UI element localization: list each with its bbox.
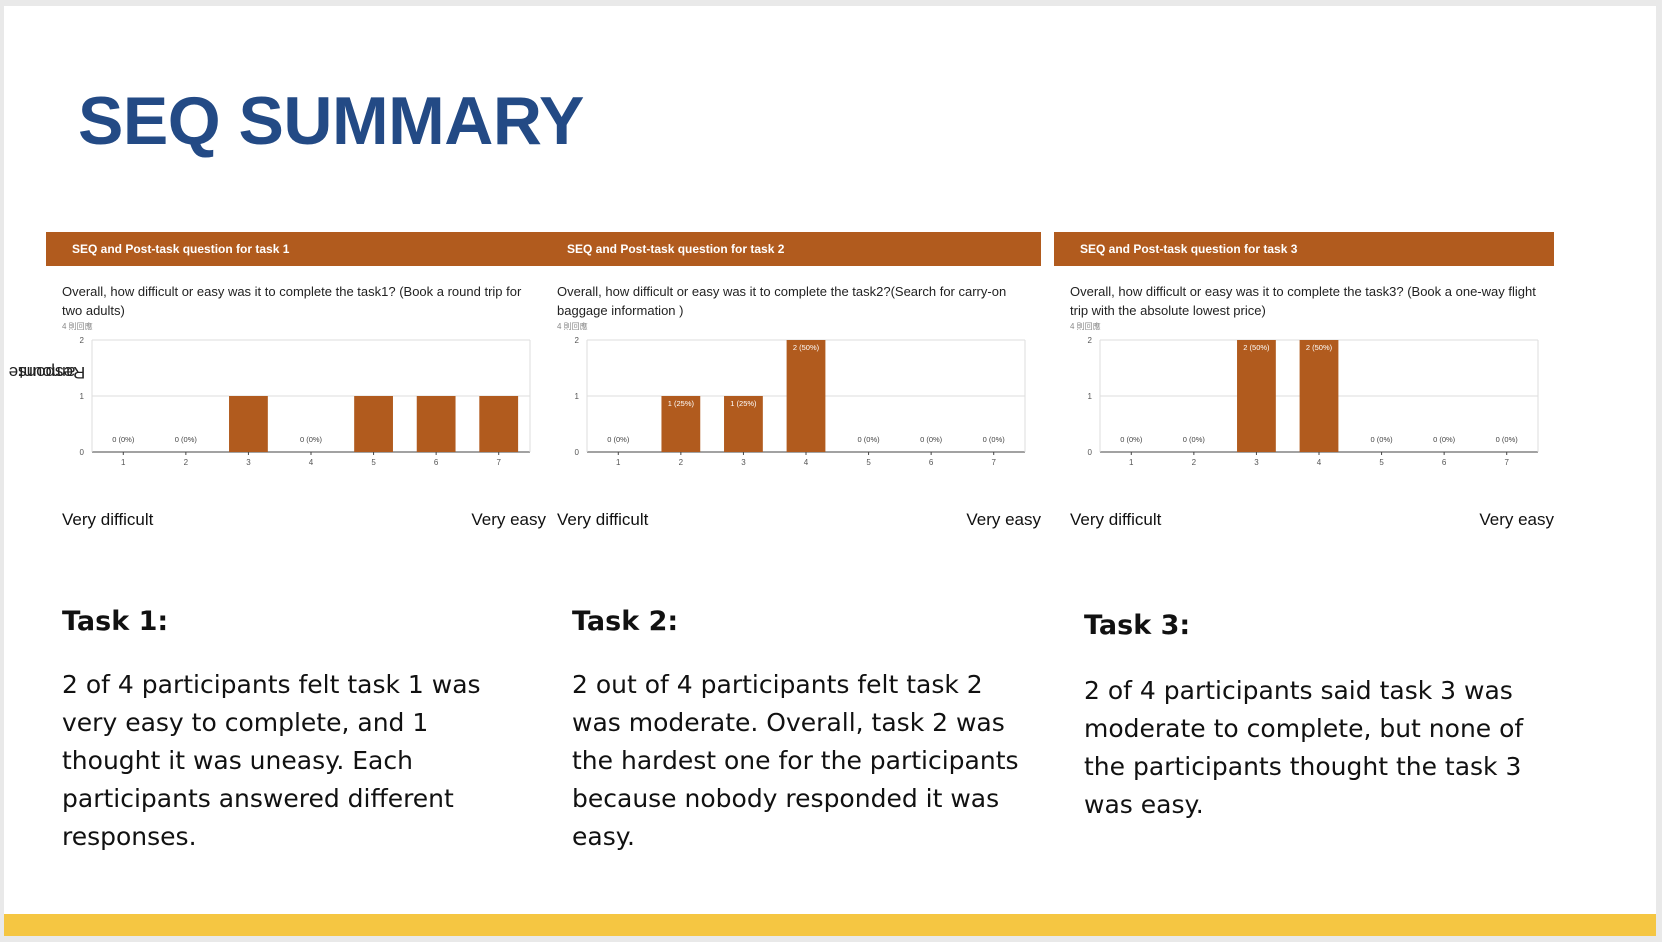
x-tick-label: 2 — [679, 458, 684, 467]
data-label: 0 (0%) — [1433, 435, 1456, 444]
x-tick-label: 5 — [371, 458, 376, 467]
question-text: Overall, how difficult or easy was it to… — [1070, 284, 1536, 318]
data-label: 0 (0%) — [858, 435, 881, 444]
x-tick-label: 7 — [991, 458, 996, 467]
bar — [724, 396, 763, 452]
x-tick-label: 1 — [121, 458, 126, 467]
data-label: 0 (0%) — [300, 435, 323, 444]
x-tick-label: 5 — [1379, 458, 1384, 467]
task-3-heading: Task 3: — [1084, 610, 1191, 641]
data-label: 0 (0%) — [920, 435, 943, 444]
scale-left-label: Very difficult — [62, 510, 154, 529]
bar — [786, 340, 826, 452]
scale-left-label: Very difficult — [1070, 510, 1162, 529]
bar — [229, 396, 268, 452]
bar — [479, 396, 519, 452]
bar — [1237, 340, 1276, 452]
x-tick-label: 6 — [1442, 458, 1447, 467]
data-label: 0 (0%) — [1120, 435, 1143, 444]
task-2-heading: Task 2: — [572, 606, 679, 637]
bar-chart-task-3: 0 1 2 1 0 (0%) 2 0 (0%) 3 2 (50%) 4 2 (50%) 5 0 (0%)… — [1088, 336, 1539, 467]
bar — [416, 396, 456, 452]
bar — [354, 396, 393, 452]
panel-task-1: SEQ and Post-task question for task 1 Ov… — [46, 228, 546, 538]
data-label: 1 (25%) — [730, 399, 757, 408]
data-label: 0 (0%) — [983, 435, 1006, 444]
bar — [1299, 340, 1339, 452]
x-tick-label: 4 — [1317, 458, 1322, 467]
data-label: 0 (0%) — [1496, 435, 1519, 444]
panel-header: SEQ and Post-task question for task 1 — [46, 232, 546, 266]
footer-bar — [4, 914, 1656, 936]
y-tick-label: 0 — [1088, 448, 1093, 457]
x-tick-label: 4 — [309, 458, 314, 467]
slide-title: SEQ SUMMARY — [78, 83, 584, 159]
data-label: 1 (25%) — [668, 399, 695, 408]
data-label: 0 (0%) — [175, 435, 198, 444]
scale-left-label: Very difficult — [557, 510, 649, 529]
bar-chart-task-1: 0 1 2 1 0 (0%) 2 0 (0%) 3 4 0 (0%) 5 6 7 — [80, 336, 531, 467]
panel-header: SEQ and Post-task question for task 3 — [1054, 232, 1554, 266]
bar-chart-task-2: 0 1 2 1 0 (0%) 2 1 (25%) 3 1 (25%) 4 2 (50%) 5 0 (0%… — [575, 336, 1026, 467]
panel-task-2: SEQ and Post-task question for task 2 Ov… — [541, 228, 1041, 538]
y-tick-label: 0 — [575, 448, 580, 457]
data-label: 0 (0%) — [1183, 435, 1206, 444]
x-tick-label: 1 — [616, 458, 621, 467]
task-2-summary: 2 out of 4 participants felt task 2 was … — [572, 670, 1019, 851]
x-tick-label: 6 — [434, 458, 439, 467]
x-tick-label: 3 — [246, 458, 251, 467]
y-tick-label: 1 — [575, 392, 580, 401]
response-count: 4 則回應 — [1070, 322, 1101, 331]
x-tick-label: 3 — [1254, 458, 1259, 467]
y-tick-label: 2 — [1088, 336, 1093, 345]
x-tick-label: 7 — [496, 458, 501, 467]
task-3-summary: 2 of 4 participants said task 3 was mode… — [1084, 676, 1524, 819]
response-count: 4 則回應 — [557, 322, 588, 331]
x-tick-label: 7 — [1504, 458, 1509, 467]
scale-right-label: Very easy — [471, 510, 546, 529]
x-tick-label: 4 — [804, 458, 809, 467]
x-tick-label: 6 — [929, 458, 934, 467]
x-tick-label: 5 — [866, 458, 871, 467]
y-tick-label: 1 — [80, 392, 85, 401]
bar — [661, 396, 701, 452]
y-tick-label: 0 — [80, 448, 85, 457]
data-label: 2 (50%) — [793, 343, 820, 352]
data-label: 0 (0%) — [1371, 435, 1394, 444]
data-label: 0 (0%) — [607, 435, 630, 444]
x-tick-label: 1 — [1129, 458, 1134, 467]
data-label: 2 (50%) — [1243, 343, 1270, 352]
panel-task-3: SEQ and Post-task question for task 3 Ov… — [1054, 228, 1554, 538]
question-text: Overall, how difficult or easy was it to… — [557, 284, 1007, 318]
response-count: 4 則回應 — [62, 322, 93, 331]
task-1-heading: Task 1: — [62, 606, 169, 637]
y-tick-label: 2 — [575, 336, 580, 345]
x-tick-label: 2 — [1192, 458, 1197, 467]
x-tick-label: 3 — [741, 458, 746, 467]
data-label: 0 (0%) — [112, 435, 135, 444]
task-1-summary: 2 of 4 participants felt task 1 was very… — [62, 670, 481, 851]
data-label: 2 (50%) — [1306, 343, 1333, 352]
y-tick-label: 1 — [1088, 392, 1093, 401]
x-tick-label: 2 — [184, 458, 189, 467]
question-text: Overall, how difficult or easy was it to… — [62, 284, 522, 318]
y-tick-label: 2 — [80, 336, 85, 345]
panel-header: SEQ and Post-task question for task 2 — [541, 232, 1041, 266]
scale-right-label: Very easy — [966, 510, 1041, 529]
scale-right-label: Very easy — [1479, 510, 1554, 529]
slide: SEQ SUMMARY Response amount SEQ and Post-… — [4, 6, 1656, 936]
